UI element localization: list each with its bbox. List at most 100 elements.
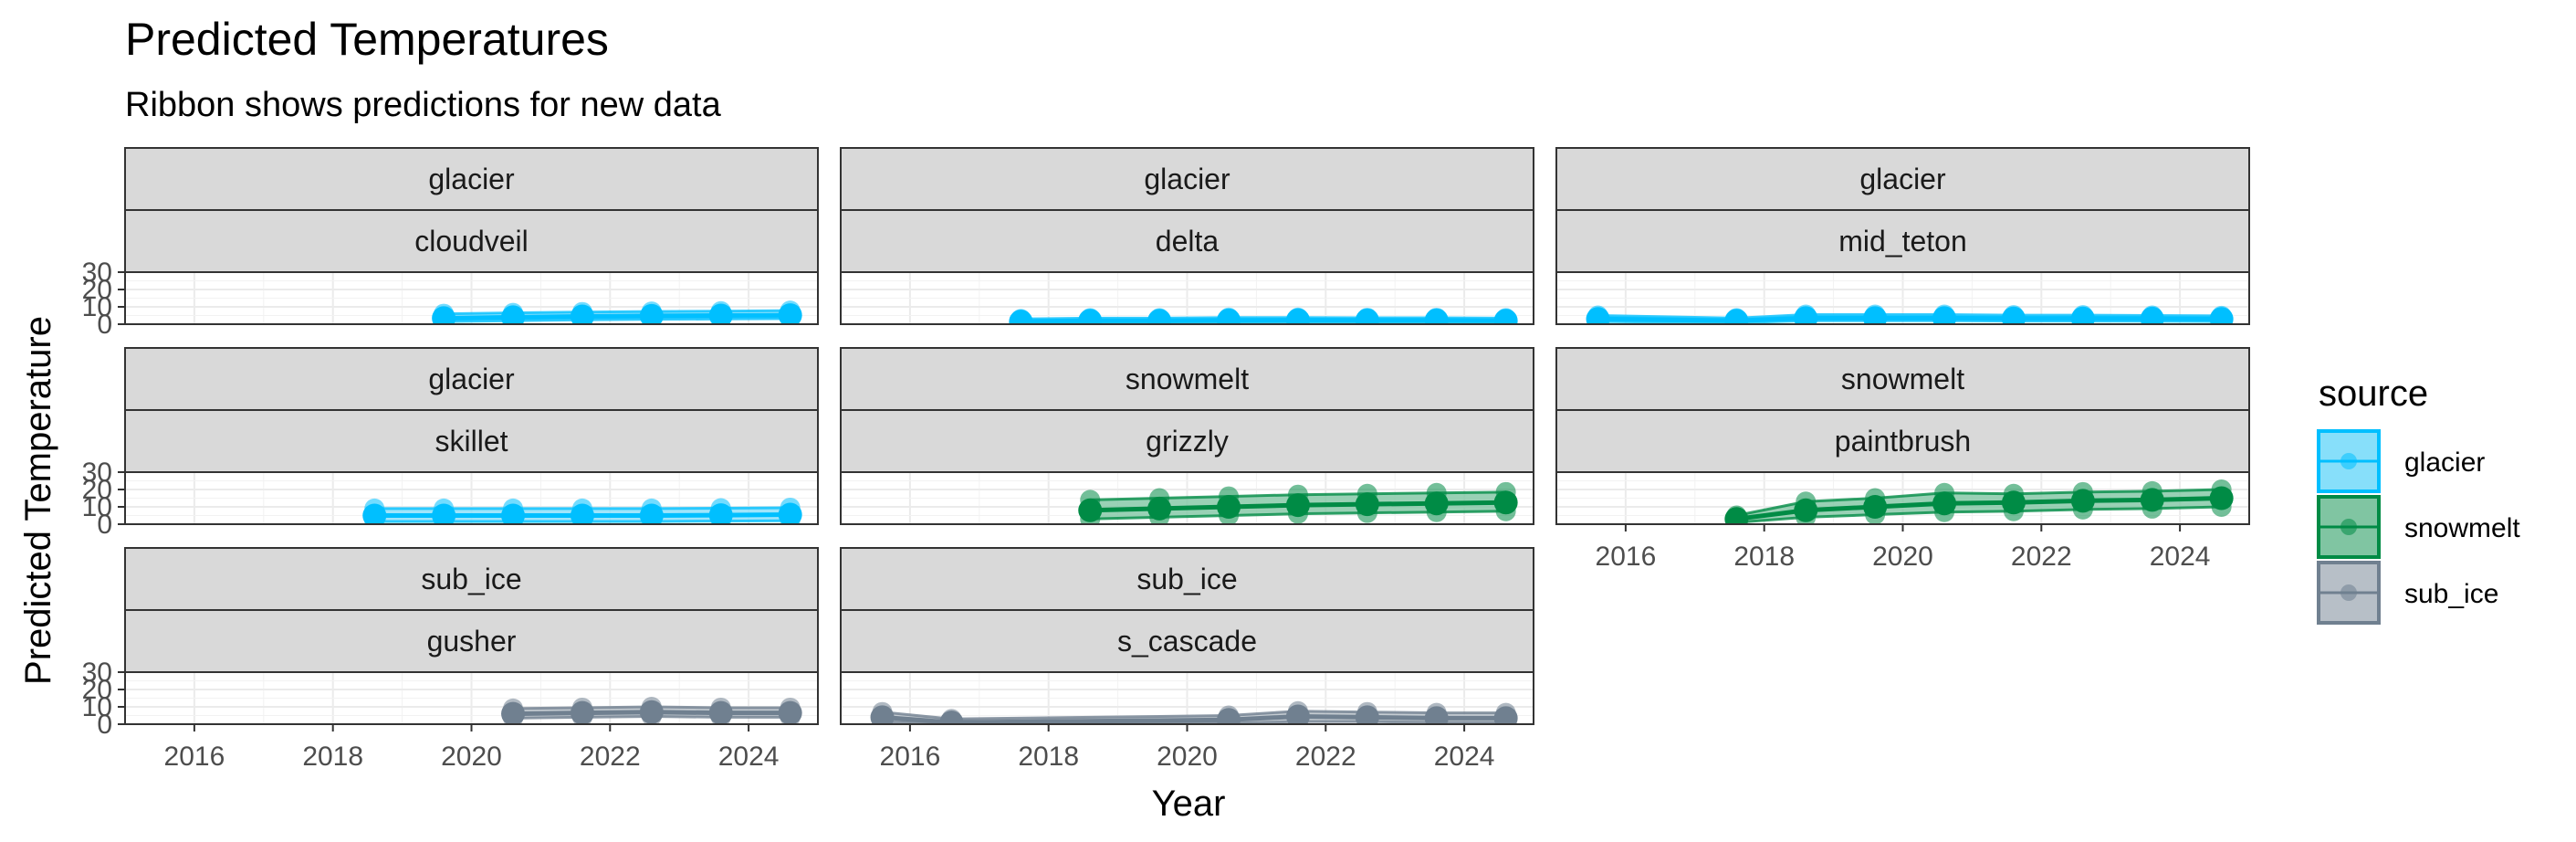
x-tick-label: 2022 — [1295, 742, 1356, 772]
strip-label-site: cloudveil — [414, 225, 529, 258]
data-point — [432, 306, 456, 324]
series-cloudveil — [432, 300, 802, 324]
series-grizzly — [1078, 481, 1518, 524]
strip-label-source: sub_ice — [421, 563, 521, 595]
ribbon-lower-line — [444, 317, 791, 323]
data-point — [1009, 310, 1033, 324]
panel-border — [840, 471, 1534, 525]
legend-key-point — [2340, 584, 2357, 601]
data-point — [1493, 706, 1518, 724]
data-point — [1217, 708, 1241, 724]
data-point — [1217, 495, 1241, 519]
strip-background — [124, 147, 819, 211]
facet-panel-s_cascade: sub_ice s_cascade — [840, 547, 1534, 725]
data-point — [362, 503, 387, 524]
data-point — [501, 701, 526, 724]
data-point — [1424, 706, 1449, 724]
strip-label-source: glacier — [1144, 163, 1230, 195]
prediction-line — [1597, 315, 2222, 323]
x-axis-col-0: 2016 2018 2020 2022 2024 — [164, 724, 780, 772]
legend-key-point — [2340, 519, 2357, 535]
strip-background — [840, 609, 1534, 673]
x-tick-label: 2018 — [1733, 542, 1795, 572]
data-point — [1724, 507, 1749, 524]
strip-label-site: s_cascade — [1117, 625, 1257, 658]
legend-label: snowmelt — [2404, 513, 2520, 543]
strip-background — [1555, 409, 2250, 473]
data-point — [639, 700, 664, 724]
strip-label-site: gusher — [427, 625, 517, 658]
strip-background — [1555, 209, 2250, 273]
data-point — [2070, 489, 2095, 513]
legend: source glacier snowmelt sub_ice — [2317, 374, 2520, 625]
strip-background — [1555, 347, 2250, 411]
x-tick-label: 2024 — [1434, 742, 1495, 772]
data-point — [501, 503, 526, 524]
y-tick-label: 20 — [82, 275, 112, 305]
data-point — [1794, 498, 1818, 522]
x-tick-label: 2020 — [441, 742, 502, 772]
data-point — [1493, 490, 1518, 515]
strip-label-site: paintbrush — [1835, 425, 1971, 458]
x-axis-col-2: 2016 2018 2020 2022 2024 — [1596, 524, 2210, 572]
y-tick-label: 0 — [97, 310, 112, 340]
data-point — [1078, 498, 1103, 522]
series-paintbrush — [1724, 479, 2234, 524]
x-axes: 2016 2018 2020 2022 2024 2016 2018 2020 2022 2024… — [164, 524, 2210, 772]
y-tick-label: 30 — [82, 658, 112, 688]
y-tick-label: 0 — [97, 510, 112, 540]
strip-background — [124, 347, 819, 411]
y-tick-label: 30 — [82, 258, 112, 288]
panel-grid — [125, 472, 818, 524]
data-point — [2070, 306, 2095, 324]
x-tick-label: 2018 — [1018, 742, 1079, 772]
strip-background — [840, 547, 1534, 611]
strip-label-source: glacier — [428, 363, 515, 395]
legend-title: source — [2319, 374, 2428, 414]
data-point — [570, 304, 594, 324]
x-tick-label: 2022 — [2011, 542, 2072, 572]
data-point — [1724, 309, 1749, 324]
data-point — [2209, 307, 2234, 324]
data-point — [2001, 490, 2026, 515]
data-point — [2209, 486, 2234, 510]
strip-background — [124, 209, 819, 273]
data-point — [1863, 306, 1888, 324]
data-point — [2140, 306, 2164, 324]
y-tick-label: 30 — [82, 458, 112, 488]
data-point — [1794, 306, 1818, 324]
strip-label-source: snowmelt — [1126, 363, 1249, 395]
data-point — [1147, 309, 1172, 324]
facet-panel-paintbrush: snowmelt paintbrush — [1555, 347, 2250, 525]
data-point — [570, 503, 594, 524]
legend-item-snowmelt: snowmelt — [2317, 495, 2520, 559]
strip-label-source: glacier — [1859, 163, 1946, 195]
data-point — [2001, 306, 2026, 324]
legend-label: sub_ice — [2404, 579, 2498, 609]
data-point — [1147, 496, 1172, 521]
data-point — [639, 303, 664, 324]
strip-background — [1555, 147, 2250, 211]
strip-label-site: grizzly — [1146, 425, 1229, 458]
series-delta — [1009, 307, 1518, 324]
panel-border — [124, 271, 819, 325]
series-gusher — [501, 697, 802, 724]
data-point — [1493, 309, 1518, 324]
series-s_cascade — [870, 700, 1518, 724]
legend-label: glacier — [2404, 447, 2485, 478]
x-tick-label: 2024 — [718, 742, 780, 772]
x-tick-label: 2020 — [1872, 542, 1933, 572]
data-point — [1424, 308, 1449, 324]
panel-grid — [841, 672, 1534, 724]
series-mid_teton — [1586, 304, 2234, 324]
data-point — [432, 503, 456, 524]
strip-background — [124, 609, 819, 673]
y-tick-label: 0 — [97, 710, 112, 740]
data-point — [1078, 309, 1103, 324]
x-tick-label: 2016 — [1596, 542, 1657, 572]
x-axis-title: Year — [1152, 784, 1226, 824]
data-point — [939, 710, 964, 724]
data-point — [1863, 495, 1888, 519]
